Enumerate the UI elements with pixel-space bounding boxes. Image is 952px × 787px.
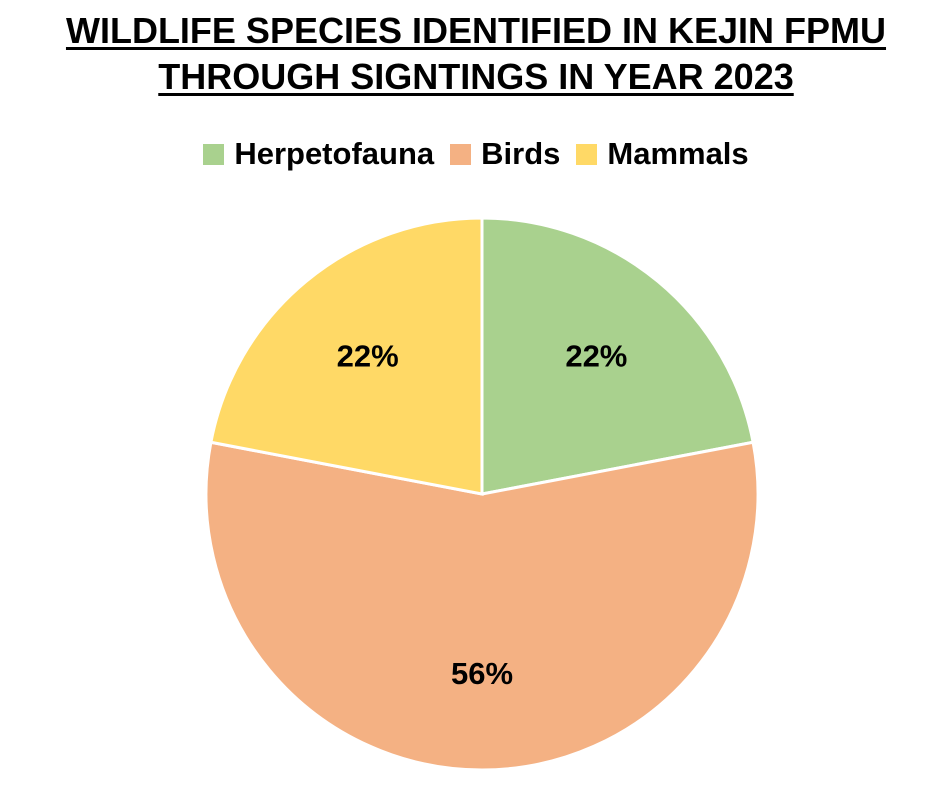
legend-label-herpetofauna: Herpetofauna: [234, 136, 435, 171]
pie-slice-herpetofauna: [480, 216, 755, 496]
pie-slice-mammals: [209, 216, 484, 496]
chart-legend: Herpetofauna Birds Mammals: [0, 136, 952, 172]
legend-swatch-herpetofauna: [203, 143, 225, 165]
chart-title-line-1: WILDLIFE SPECIES IDENTIFIED IN KEJIN FPM…: [65, 10, 887, 51]
data-label-birds: 56%: [451, 656, 513, 691]
legend-label-birds: Birds: [481, 136, 561, 171]
pie-slice-birds: [204, 440, 760, 772]
legend-label-mammals: Mammals: [607, 136, 749, 171]
data-label-mammals: 22%: [337, 338, 399, 373]
legend-swatch-mammals: [576, 143, 598, 165]
chart-title: WILDLIFE SPECIES IDENTIFIED IN KEJIN FPM…: [0, 8, 952, 100]
legend-item-herpetofauna: Herpetofauna: [203, 136, 434, 172]
legend-item-birds: Birds: [450, 136, 560, 172]
data-label-herpetofauna: 22%: [565, 338, 627, 373]
legend-item-mammals: Mammals: [576, 136, 749, 172]
chart-title-line-2: THROUGH SIGNTINGS IN YEAR 2023: [158, 56, 794, 97]
legend-swatch-birds: [450, 143, 472, 165]
